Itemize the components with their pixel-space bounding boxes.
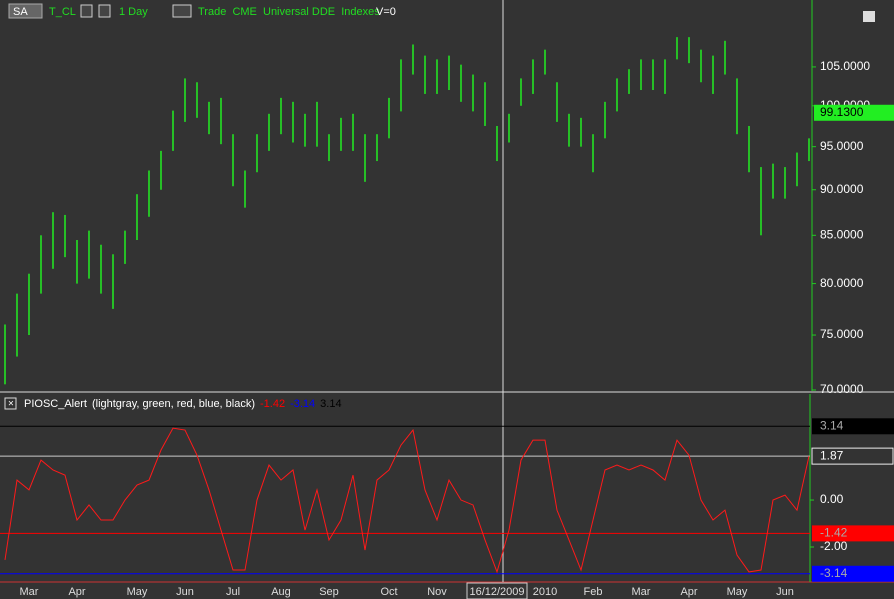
level-box xyxy=(812,565,894,582)
osc-level: 3.14 xyxy=(320,398,341,410)
x-tick-label: Jun xyxy=(776,586,794,598)
symbol: T_CL xyxy=(49,6,76,18)
y-tick-label: -2.00 xyxy=(820,539,848,553)
osc-line xyxy=(4,427,810,574)
x-tick-label: May xyxy=(127,586,148,598)
last-price-box xyxy=(814,104,894,121)
x-tick-label: 16/12/2009 xyxy=(469,586,524,598)
close-icon: × xyxy=(8,399,14,410)
x-tick-label: Mar xyxy=(20,586,39,598)
x-tick-label: Oct xyxy=(380,586,397,598)
interval: 1 Day xyxy=(119,6,148,18)
y-tick-label: 95.0000 xyxy=(820,139,864,153)
y-tick-label: 85.0000 xyxy=(820,227,864,241)
dropdown[interactable] xyxy=(80,4,93,18)
cursor-date-box xyxy=(466,582,528,599)
y-tick-label: 105.0000 xyxy=(820,59,870,73)
x-tick-label: Sep xyxy=(319,586,339,598)
x-tick-label: Apr xyxy=(68,586,85,598)
y-tick-label: 0.00 xyxy=(820,492,844,506)
y-tick-label: 80.0000 xyxy=(820,276,864,290)
level-label: -1.42 xyxy=(820,526,848,540)
dropdown[interactable] xyxy=(172,4,192,18)
level-box xyxy=(812,525,894,542)
tags: Trade CME Universal DDE Indexes xyxy=(198,6,380,18)
y-tick-label: 70.0000 xyxy=(820,382,864,396)
osc-params: (lightgray, green, red, blue, black) xyxy=(92,398,255,410)
x-tick-label: 2010 xyxy=(533,586,557,598)
window-button[interactable] xyxy=(863,11,875,22)
level-box xyxy=(812,418,894,435)
x-tick-label: Nov xyxy=(427,586,447,598)
close-button[interactable] xyxy=(4,397,17,410)
dropdown[interactable] xyxy=(98,4,111,18)
osc-level: -1.42 xyxy=(260,398,285,410)
x-tick-label: May xyxy=(727,586,748,598)
volume: V=0 xyxy=(376,6,396,18)
x-tick-label: Mar xyxy=(632,586,651,598)
last-value-label: 1.87 xyxy=(820,448,844,462)
x-tick-label: Feb xyxy=(584,586,603,598)
x-tick-label: Apr xyxy=(680,586,697,598)
level-label: -3.14 xyxy=(820,566,848,580)
symbol-box-label: SA xyxy=(13,6,28,18)
x-tick-label: Jul xyxy=(226,586,240,598)
x-tick-label: Jun xyxy=(176,586,194,598)
osc-title: PIOSC_Alert xyxy=(24,398,87,410)
x-tick-label: Aug xyxy=(271,586,291,598)
y-tick-label: 75.0000 xyxy=(820,327,864,341)
osc-level: -3.14 xyxy=(290,398,315,410)
last-price-label: 99.1300 xyxy=(820,105,864,119)
last-value-box xyxy=(811,447,894,465)
symbol-box[interactable] xyxy=(8,3,43,19)
y-tick-label: 90.0000 xyxy=(820,182,864,196)
osc-legend: PIOSC_Alert (lightgray, green, red, blue,… xyxy=(24,398,342,410)
level-label: 3.14 xyxy=(820,418,844,432)
toolbar: SA T_CL 1 Day Trade CME Universal DDE In… xyxy=(8,3,875,22)
